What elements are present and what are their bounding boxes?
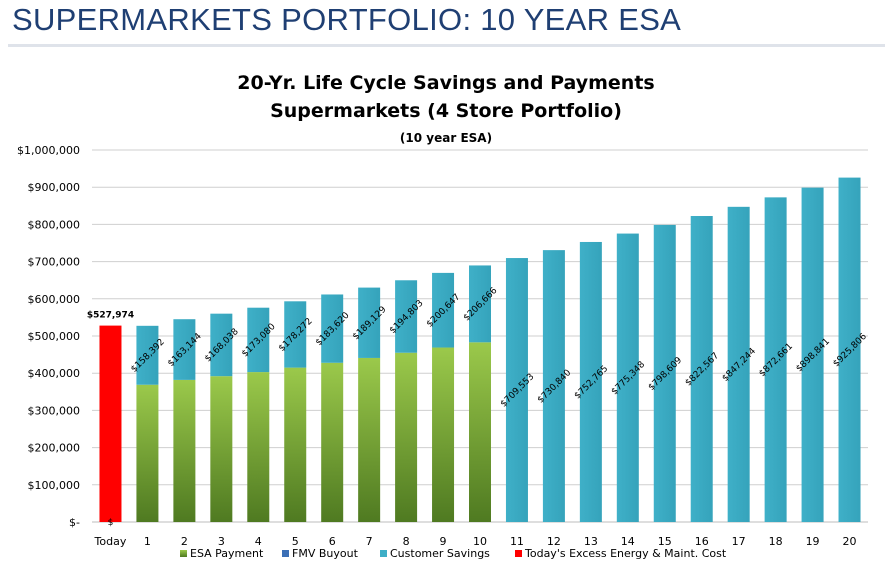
bar-customer-savings [432, 272, 455, 348]
x-tick-label: 16 [695, 535, 709, 548]
x-tick-label: 8 [403, 535, 410, 548]
bar-customer-savings [579, 241, 602, 522]
bar-esa-payment [284, 367, 307, 522]
slide-title: SUPERMARKETS PORTFOLIO: 10 YEAR ESA [12, 2, 682, 37]
chart-subtitle: Supermarkets (4 Store Portfolio) [270, 100, 622, 122]
x-axis: Today 1 2 3 4 5 6 7 8 9 10 11 12 13 14 15 16 17 18 19 20 [94, 535, 857, 548]
y-axis: $- $100,000 $200,000 $300,000 $400,000 $500,0… [17, 144, 80, 529]
bar-esa-payment [432, 347, 455, 522]
x-tick-label: 20 [843, 535, 857, 548]
bar-customer-savings [616, 233, 639, 522]
y-tick-label: $1,000,000 [17, 144, 80, 157]
legend-swatch [515, 550, 522, 557]
title-divider [8, 44, 885, 47]
bar-customer-savings [173, 319, 196, 380]
today-data-label: $527,974 [87, 311, 134, 321]
x-tick-label: 10 [473, 535, 487, 548]
y-tick-label: $200,000 [28, 442, 81, 455]
bar-esa-payment [469, 342, 491, 522]
bar-esa-payment [136, 384, 159, 522]
bar-customer-savings [321, 294, 344, 363]
x-tick-label: 17 [732, 535, 746, 548]
x-tick-label: 15 [658, 535, 672, 548]
x-tick-label: 4 [255, 535, 262, 548]
x-tick-label: 9 [440, 535, 447, 548]
y-tick-label: $600,000 [28, 293, 81, 306]
x-tick-label: 1 [144, 535, 151, 548]
x-tick-label: 14 [621, 535, 635, 548]
bar-esa-payment [247, 372, 270, 522]
y-tick-label: $700,000 [28, 256, 81, 269]
bar-customer-savings [210, 313, 233, 377]
bar-customer-savings [764, 197, 787, 522]
bar-customer-savings [358, 287, 381, 358]
x-tick-label: 5 [292, 535, 299, 548]
x-tick-label: 12 [547, 535, 561, 548]
legend-swatch [380, 550, 387, 557]
legend-label: Customer Savings [390, 547, 490, 560]
legend-swatch [180, 550, 187, 557]
y-tick-label: $900,000 [28, 181, 81, 194]
x-tick-label: 18 [769, 535, 783, 548]
chart-title: 20-Yr. Life Cycle Savings and Payments [237, 72, 654, 94]
today-base-annotation: $ [108, 518, 114, 528]
bar-esa-payment [321, 362, 344, 522]
bar-esa-payment [173, 379, 196, 522]
bar-esa-payment [210, 376, 233, 522]
legend-label: ESA Payment [190, 547, 264, 560]
bar-esa-payment [395, 352, 418, 522]
y-tick-label: $500,000 [28, 330, 81, 343]
bar-customer-savings [505, 258, 528, 522]
bar-customer-savings [136, 325, 159, 385]
x-tick-label: Today [94, 535, 127, 548]
y-tick-label: $- [69, 516, 80, 529]
bar-customer-savings [801, 187, 824, 522]
legend-label: FMV Buyout [292, 547, 359, 560]
y-tick-label: $100,000 [28, 479, 81, 492]
bar-esa-payment [358, 357, 381, 522]
bars [99, 177, 861, 523]
bar-customer-savings [727, 206, 750, 522]
bar-customer-savings [247, 307, 270, 373]
bar-today-excess-cost [99, 325, 122, 522]
legend: ESA Payment FMV Buyout Customer Savings Tod… [180, 547, 727, 560]
bar-customer-savings [838, 177, 861, 523]
x-tick-label: 3 [218, 535, 225, 548]
bar-customer-savings [284, 301, 307, 368]
bar-customer-savings [469, 265, 491, 343]
y-tick-label: $800,000 [28, 218, 81, 231]
x-tick-label: 7 [366, 535, 373, 548]
y-tick-label: $400,000 [28, 367, 81, 380]
bar-customer-savings [395, 280, 418, 353]
legend-label: Today's Excess Energy & Maint. Cost [524, 547, 727, 560]
x-tick-label: 13 [584, 535, 598, 548]
bar-customer-savings [690, 216, 713, 523]
y-tick-label: $300,000 [28, 404, 81, 417]
legend-swatch [282, 550, 289, 557]
x-tick-label: 19 [806, 535, 820, 548]
bar-customer-savings [542, 250, 565, 523]
x-tick-label: 2 [181, 535, 188, 548]
x-tick-label: 11 [510, 535, 524, 548]
chart-subtitle-2: (10 year ESA) [400, 131, 492, 145]
x-tick-label: 6 [329, 535, 336, 548]
bar-customer-savings [653, 224, 676, 522]
